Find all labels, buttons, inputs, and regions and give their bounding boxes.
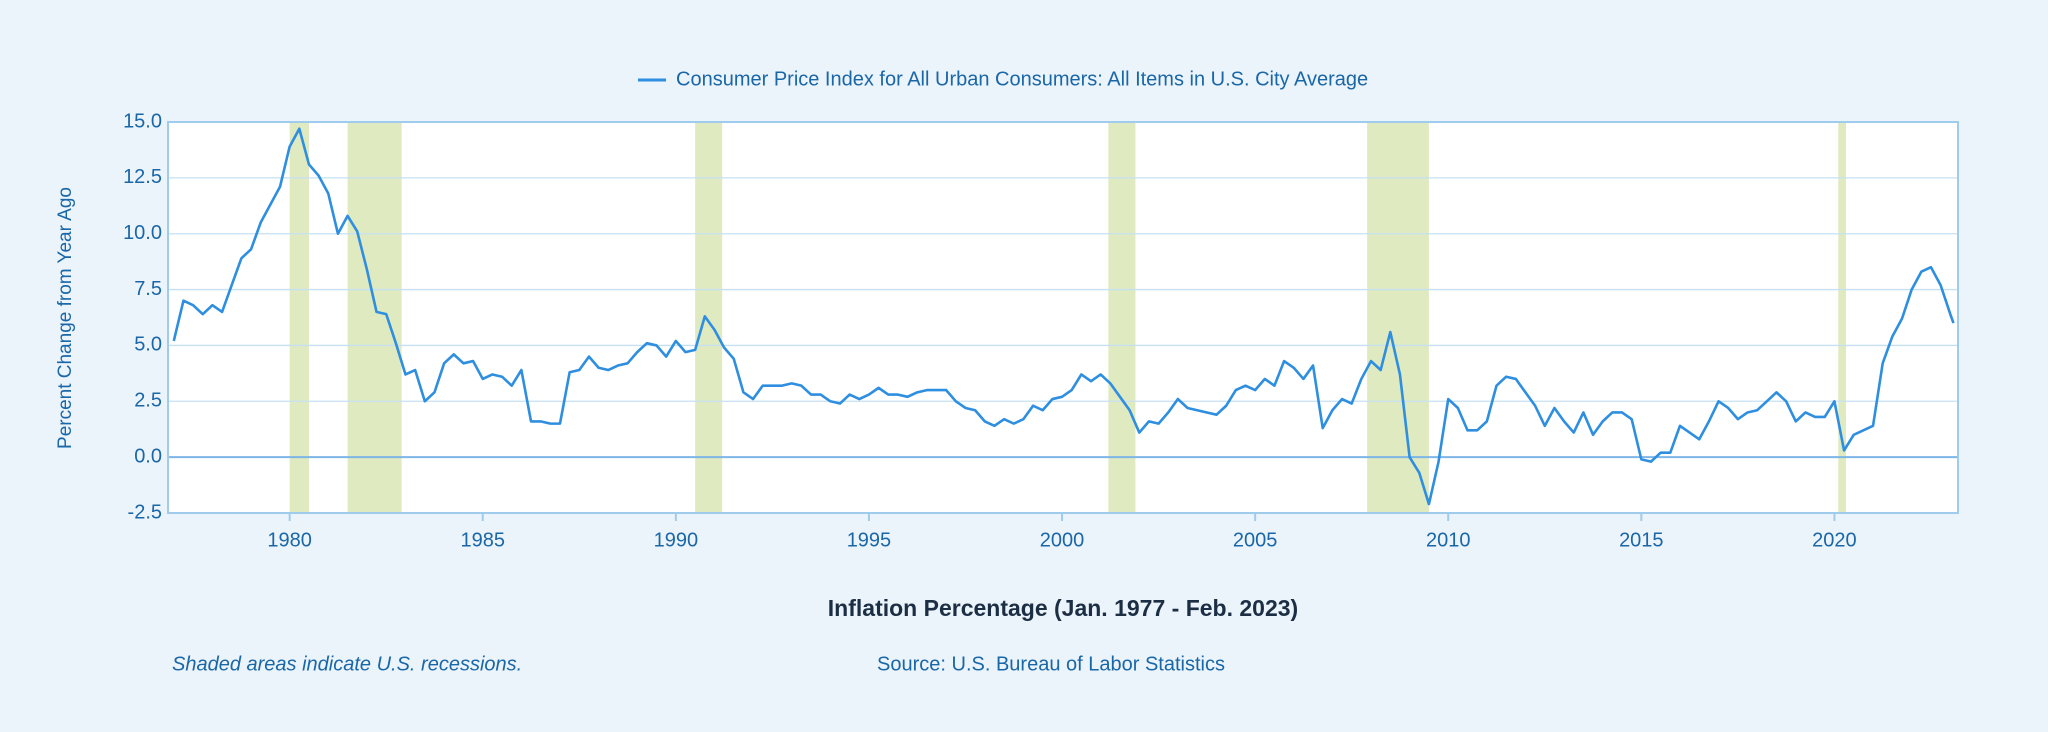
x-tick-label: 1990 bbox=[654, 529, 699, 551]
x-tick-label: 2000 bbox=[1040, 529, 1085, 551]
y-tick-label: 10.0 bbox=[123, 222, 162, 244]
x-tick-label: 1985 bbox=[460, 529, 505, 551]
y-tick-label: 12.5 bbox=[123, 166, 162, 188]
x-tick-label: 2010 bbox=[1426, 529, 1471, 551]
chart-title: Inflation Percentage (Jan. 1977 - Feb. 2… bbox=[828, 595, 1298, 621]
note: Shaded areas indicate U.S. recessions. bbox=[172, 653, 522, 675]
x-tick-label: 2015 bbox=[1619, 529, 1664, 551]
recession-band bbox=[695, 122, 723, 513]
x-tick-label: 1995 bbox=[847, 529, 892, 551]
y-tick-label: 7.5 bbox=[134, 278, 162, 300]
y-tick-label: -2.5 bbox=[128, 501, 162, 523]
recession-band bbox=[1838, 122, 1847, 513]
recession-band bbox=[289, 122, 309, 513]
plot-area bbox=[168, 122, 1958, 513]
source: Source: U.S. Bureau of Labor Statistics bbox=[877, 653, 1225, 675]
y-tick-label: 2.5 bbox=[134, 390, 162, 412]
x-tick-label: 2020 bbox=[1812, 529, 1857, 551]
recession-band bbox=[347, 122, 402, 513]
x-tick-label: 2005 bbox=[1233, 529, 1278, 551]
recession-band bbox=[1108, 122, 1136, 513]
legend-label: Consumer Price Index for All Urban Consu… bbox=[676, 68, 1368, 90]
y-tick-label: 0.0 bbox=[134, 445, 162, 467]
y-tick-label: 15.0 bbox=[123, 110, 162, 132]
series-line bbox=[172, 127, 1955, 506]
recession-band bbox=[1367, 122, 1429, 513]
y-tick-label: 5.0 bbox=[134, 334, 162, 356]
x-tick-label: 1980 bbox=[267, 529, 312, 551]
y-axis-label: Percent Change from Year Ago bbox=[55, 187, 76, 449]
